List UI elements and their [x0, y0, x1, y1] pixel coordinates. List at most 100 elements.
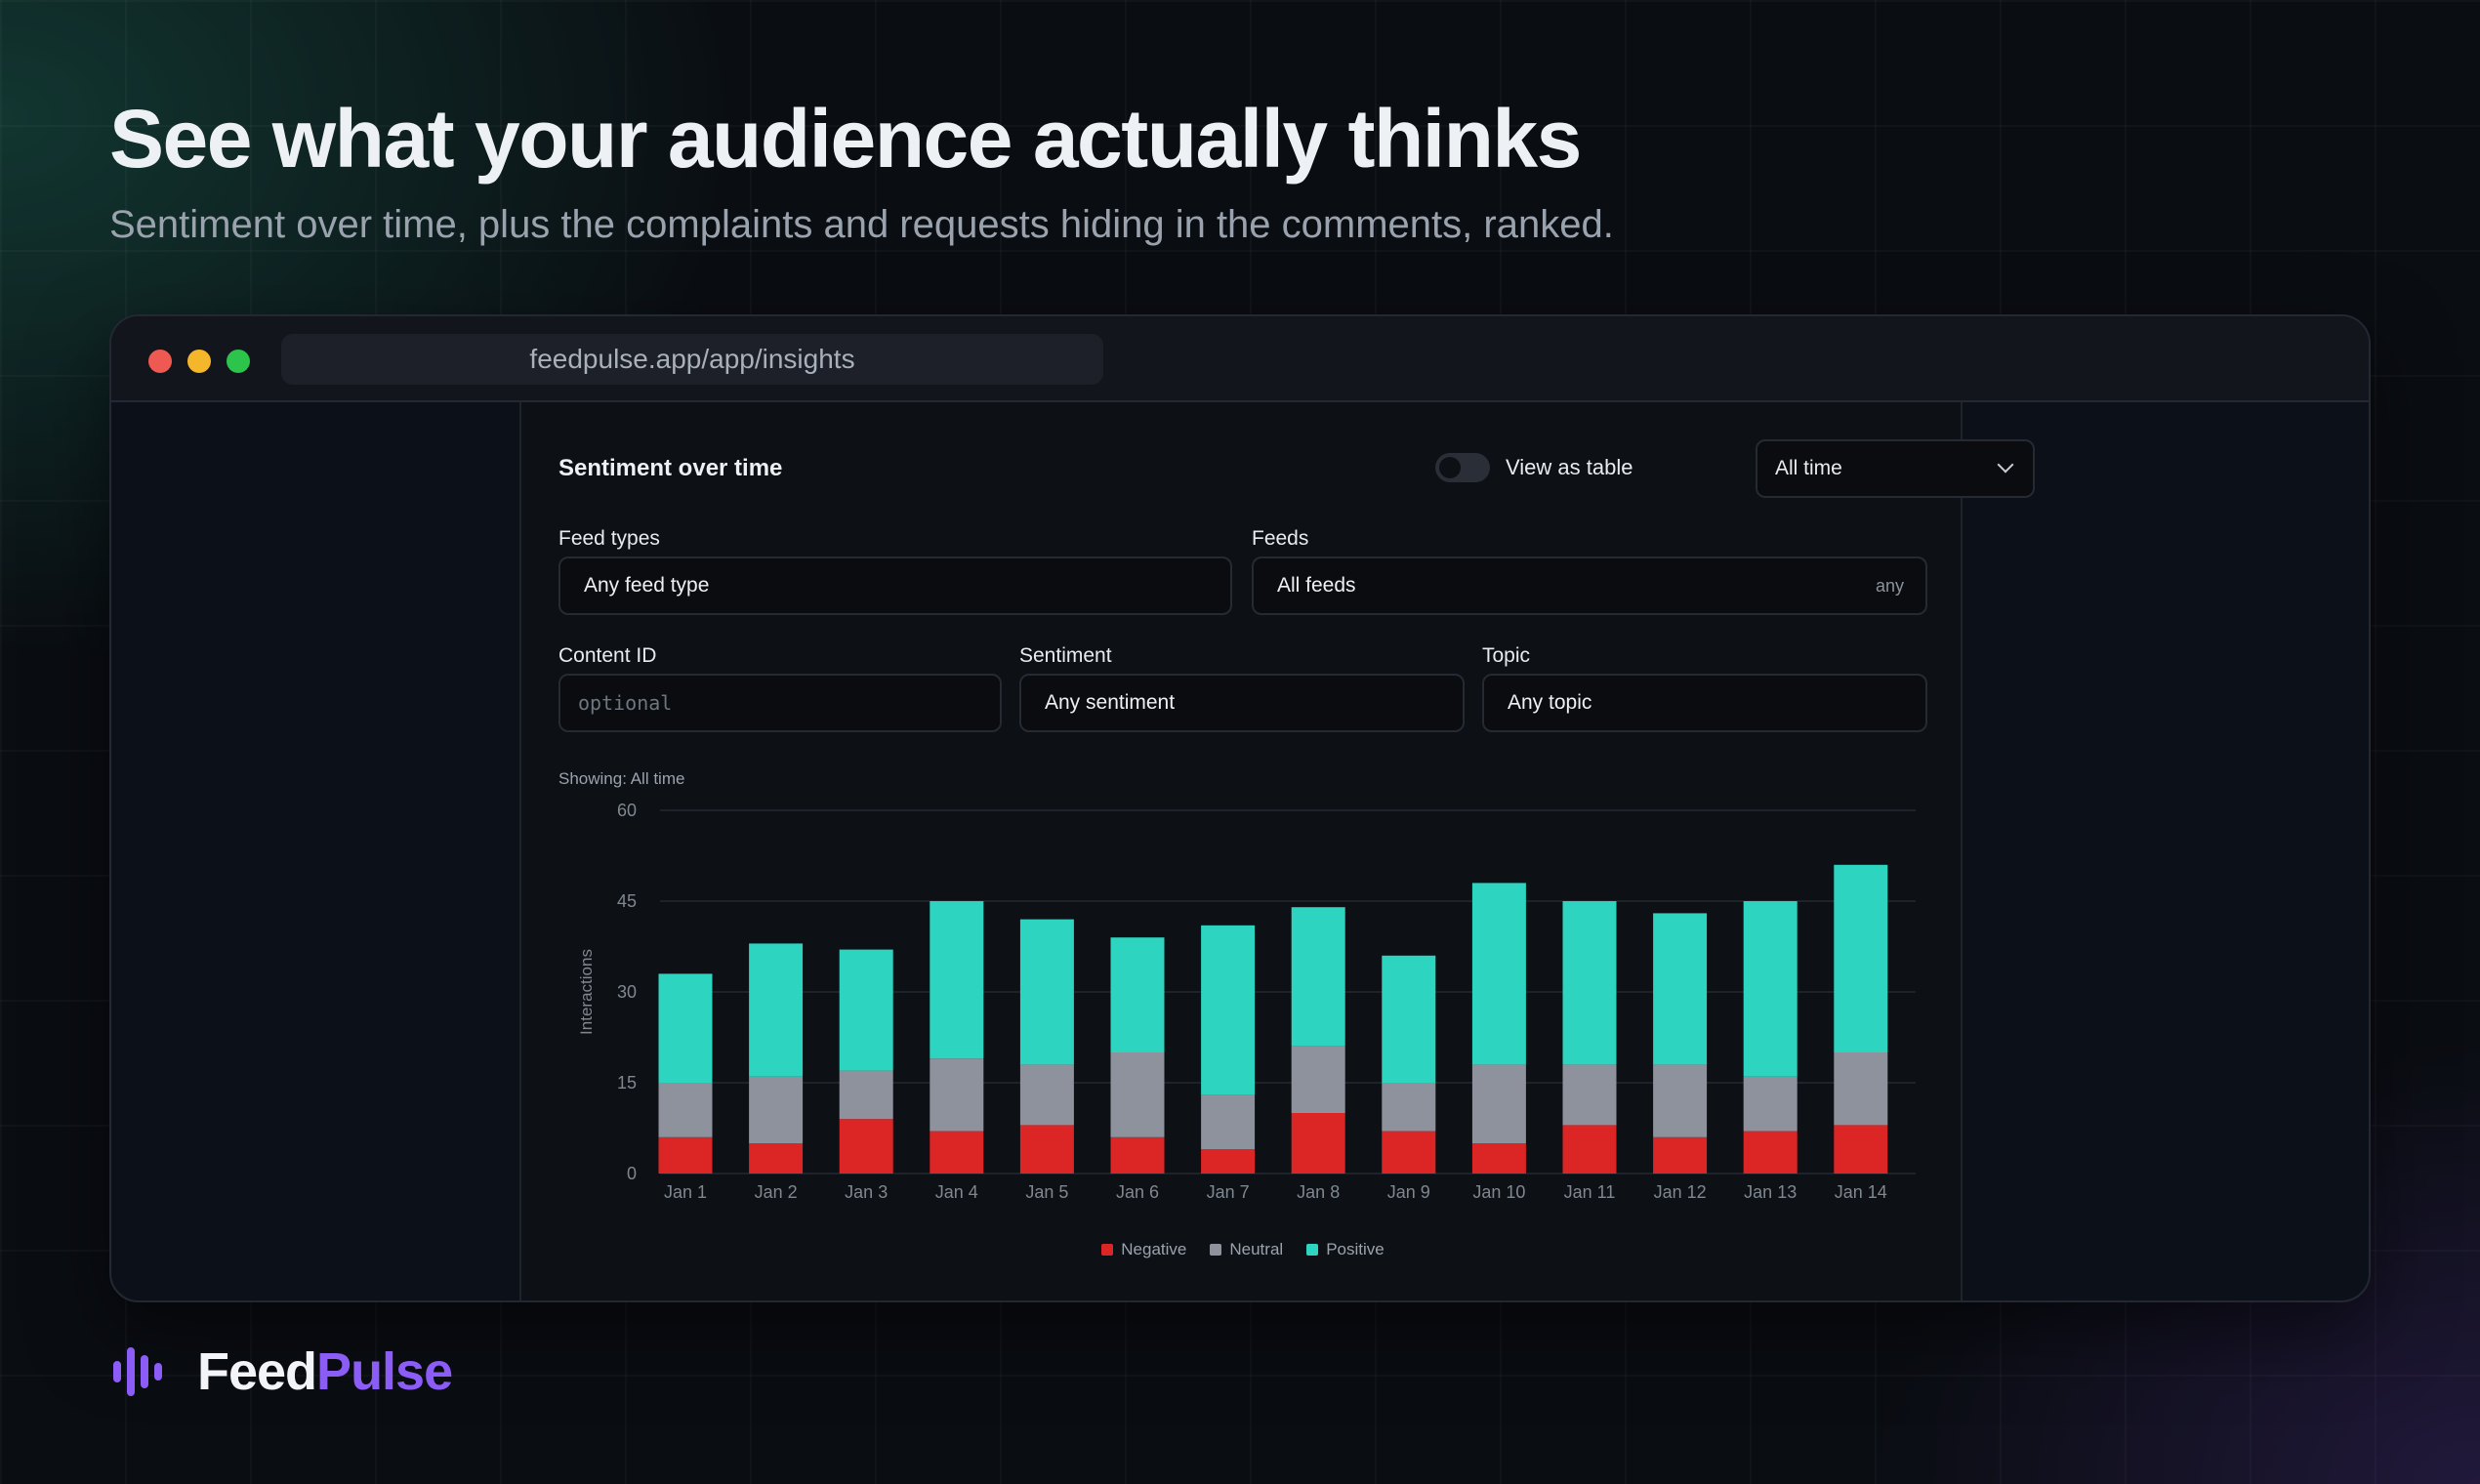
legend-swatch	[1210, 1244, 1222, 1256]
y-tick-label: 30	[617, 982, 637, 1002]
view-as-table-label[interactable]: View as table	[1506, 455, 1633, 479]
x-tick-label: Jan 3	[845, 1182, 888, 1202]
bar-segment-positive	[1743, 901, 1798, 1077]
legend-item-neutral[interactable]: Neutral	[1210, 1240, 1283, 1259]
bar-segment-positive	[839, 949, 893, 1071]
x-tick-label: Jan 10	[1472, 1182, 1525, 1202]
bar-segment-positive	[930, 901, 984, 1059]
legend-label: Negative	[1121, 1240, 1187, 1258]
pulse-logo-icon	[113, 1347, 162, 1396]
feeds-hint: any	[1875, 575, 1904, 596]
topic-label: Topic	[1482, 644, 1531, 667]
legend-label: Neutral	[1229, 1240, 1284, 1258]
panel-title: Sentiment over time	[558, 455, 783, 481]
showing-range-text: Showing: All time	[558, 769, 685, 788]
content-id-input[interactable]: optional	[558, 674, 1002, 732]
close-window-dot[interactable]	[148, 350, 172, 373]
bar-segment-negative	[1562, 1125, 1617, 1174]
brand-name-pulse: Pulse	[316, 1342, 453, 1401]
x-tick-label: Jan 6	[1116, 1182, 1159, 1202]
hero-title: See what your audience actually thinks	[109, 93, 1582, 185]
bar-segment-negative	[1291, 1113, 1345, 1174]
bar-segment-neutral	[1019, 1064, 1074, 1126]
bar-segment-negative	[1382, 1131, 1436, 1174]
minimize-window-dot[interactable]	[187, 350, 211, 373]
x-tick-label: Jan 2	[755, 1182, 798, 1202]
bar-segment-neutral	[749, 1076, 804, 1143]
bar-segment-positive	[1834, 864, 1888, 1052]
sentiment-select[interactable]: Any sentiment	[1019, 674, 1465, 732]
bar-segment-neutral	[1653, 1064, 1708, 1137]
y-tick-label: 15	[617, 1073, 637, 1092]
bar-segment-neutral	[1834, 1052, 1888, 1126]
bar-segment-negative	[1834, 1125, 1888, 1174]
bar-segment-positive	[749, 943, 804, 1077]
bar-segment-neutral	[1562, 1064, 1617, 1126]
feed-types-select[interactable]: Any feed type	[558, 556, 1232, 615]
feeds-label: Feeds	[1252, 527, 1309, 550]
brand-logo: FeedPulse	[111, 1341, 453, 1402]
legend-item-negative[interactable]: Negative	[1101, 1240, 1186, 1259]
bar-segment-neutral	[658, 1083, 713, 1137]
bar-segment-negative	[839, 1119, 893, 1174]
bar-segment-neutral	[1471, 1064, 1526, 1143]
bar-segment-neutral	[1743, 1076, 1798, 1132]
brand-name: FeedPulse	[197, 1341, 453, 1402]
view-as-table-toggle[interactable]	[1435, 453, 1490, 482]
topic-select[interactable]: Any topic	[1482, 674, 1927, 732]
y-tick-label: 45	[617, 891, 637, 911]
bar-segment-negative	[930, 1131, 984, 1174]
bar-segment-neutral	[930, 1058, 984, 1132]
address-bar[interactable]: feedpulse.app/app/insights	[281, 334, 1103, 385]
hero-subtitle: Sentiment over time, plus the complaints…	[109, 203, 1614, 247]
bar-segment-negative	[1201, 1149, 1256, 1174]
sentiment-label: Sentiment	[1019, 644, 1112, 667]
legend-label: Positive	[1326, 1240, 1385, 1258]
bar-segment-positive	[1653, 913, 1708, 1065]
sentiment-chart: 0 15 30 45 60 Interactions Jan 1 Jan 2 Jan 3 Jan …	[577, 801, 1916, 1202]
legend-item-positive[interactable]: Positive	[1306, 1240, 1385, 1259]
toggle-knob	[1439, 457, 1461, 478]
time-range-select[interactable]: All time	[1756, 439, 2035, 498]
x-tick-label: Jan 13	[1744, 1182, 1797, 1202]
bar-segment-neutral	[1110, 1052, 1165, 1137]
bar-segment-positive	[1110, 937, 1165, 1052]
bar-segment-negative	[1653, 1136, 1708, 1174]
chart-legend: Negative Neutral Positive	[521, 1240, 1964, 1259]
x-tick-label: Jan 1	[664, 1182, 707, 1202]
bar-segment-positive	[1562, 901, 1617, 1065]
sentiment-panel: Sentiment over time View as table All ti…	[519, 402, 2035, 1300]
maximize-window-dot[interactable]	[227, 350, 250, 373]
legend-swatch	[1101, 1244, 1114, 1256]
legend-swatch	[1306, 1244, 1319, 1256]
bar-segment-positive	[1291, 907, 1345, 1047]
bar-segment-negative	[1743, 1131, 1798, 1174]
y-tick-label: 60	[617, 801, 637, 820]
content-id-placeholder: optional	[578, 691, 673, 715]
feed-types-value: Any feed type	[584, 574, 710, 597]
y-tick-label: 0	[627, 1164, 637, 1183]
bar-segment-neutral	[839, 1070, 893, 1120]
x-tick-label: Jan 8	[1297, 1182, 1340, 1202]
x-tick-label: Jan 7	[1207, 1182, 1250, 1202]
brand-name-feed: Feed	[197, 1342, 317, 1401]
sentiment-value: Any sentiment	[1045, 691, 1176, 714]
bar-segment-negative	[658, 1136, 713, 1174]
bar-segment-neutral	[1201, 1094, 1256, 1150]
bar-segment-negative	[1471, 1143, 1526, 1174]
x-tick-label: Jan 11	[1564, 1182, 1616, 1202]
feeds-select[interactable]: All feeds any	[1252, 556, 1927, 615]
x-tick-label: Jan 4	[935, 1182, 978, 1202]
y-axis-label: Interactions	[577, 949, 596, 1035]
x-tick-label: Jan 12	[1654, 1182, 1707, 1202]
x-tick-label: Jan 9	[1387, 1182, 1430, 1202]
bar-segment-neutral	[1291, 1046, 1345, 1113]
bar-segment-positive	[658, 973, 713, 1083]
topic-value: Any topic	[1508, 691, 1592, 714]
browser-toolbar: feedpulse.app/app/insights	[111, 316, 2369, 402]
bar-segment-positive	[1382, 955, 1436, 1083]
content-id-label: Content ID	[558, 644, 657, 667]
bar-segment-positive	[1201, 925, 1256, 1095]
bar-segment-neutral	[1382, 1083, 1436, 1132]
bar-segment-positive	[1019, 919, 1074, 1065]
